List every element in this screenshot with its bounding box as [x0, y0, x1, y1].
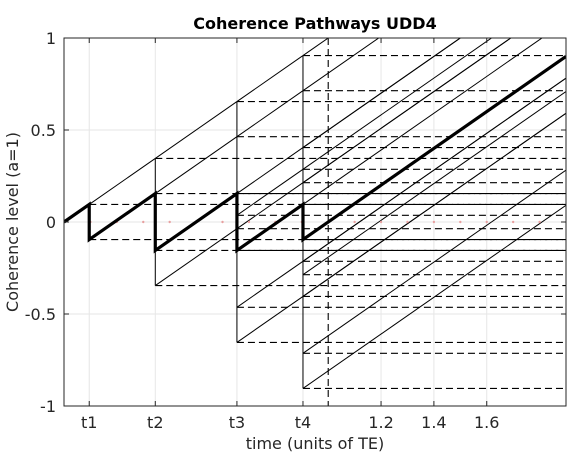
y-tick-label: -1	[40, 397, 56, 416]
echo-marker	[459, 220, 462, 224]
pathway-segment	[154, 228, 238, 286]
highlighted-pathway-line	[64, 55, 566, 254]
pathway-segment	[236, 90, 304, 138]
y-tick-label: 0.5	[31, 121, 56, 140]
pathway-segment	[302, 77, 566, 262]
x-tick-label: t1	[81, 413, 97, 432]
highlighted-pathway	[64, 55, 566, 254]
pathway-segment	[154, 101, 238, 159]
echo-marker	[142, 220, 145, 224]
echo-marker	[353, 220, 356, 224]
pathway-segment	[236, 182, 304, 230]
chart-title: Coherence Pathways UDD4	[193, 14, 436, 33]
x-tick-label: t3	[229, 413, 245, 432]
pathway-segment	[302, 38, 512, 184]
axis-ticks: t1 t2 t3 t4 1.2 1.4 1.6 -1 -0.5 0 0.5 1	[25, 29, 566, 432]
echo-marker	[432, 220, 436, 224]
pathway-segment	[236, 147, 304, 194]
pathway-segment	[302, 91, 566, 276]
echo-marker	[221, 220, 224, 224]
pathway-segment	[88, 158, 156, 205]
pathway-segment	[302, 38, 493, 170]
echo-marker	[511, 220, 515, 224]
echo-marker	[538, 220, 541, 224]
echo-marker	[406, 220, 409, 224]
pathway-segment	[236, 260, 304, 308]
pathway-segment	[236, 168, 304, 216]
y-tick-label: -0.5	[25, 305, 56, 324]
pathway-segment	[302, 204, 566, 389]
x-tick-label: 1.4	[421, 413, 446, 432]
echo-marker	[168, 220, 171, 224]
x-tick-label: t4	[295, 413, 311, 432]
pathway-segment	[154, 136, 238, 194]
x-axis-label: time (units of TE)	[246, 434, 385, 453]
echo-marker	[247, 220, 251, 224]
y-tick-label: 0	[46, 213, 56, 232]
echo-marker	[485, 220, 488, 224]
pathway-segment	[302, 38, 543, 205]
pathway-segment	[302, 112, 566, 297]
pathway-segment	[236, 55, 304, 102]
x-tick-label: t2	[147, 413, 163, 432]
y-tick-label: 1	[46, 29, 56, 48]
echo-marker	[379, 220, 383, 224]
pathway-segment	[302, 38, 380, 92]
x-tick-label: 1.6	[474, 413, 499, 432]
pathway-segment	[302, 38, 462, 148]
pathway-segment	[236, 296, 304, 343]
pathway-segment	[302, 169, 566, 354]
x-tick-label: 1.2	[368, 413, 393, 432]
y-axis-label: Coherence level (a=1)	[3, 132, 22, 312]
